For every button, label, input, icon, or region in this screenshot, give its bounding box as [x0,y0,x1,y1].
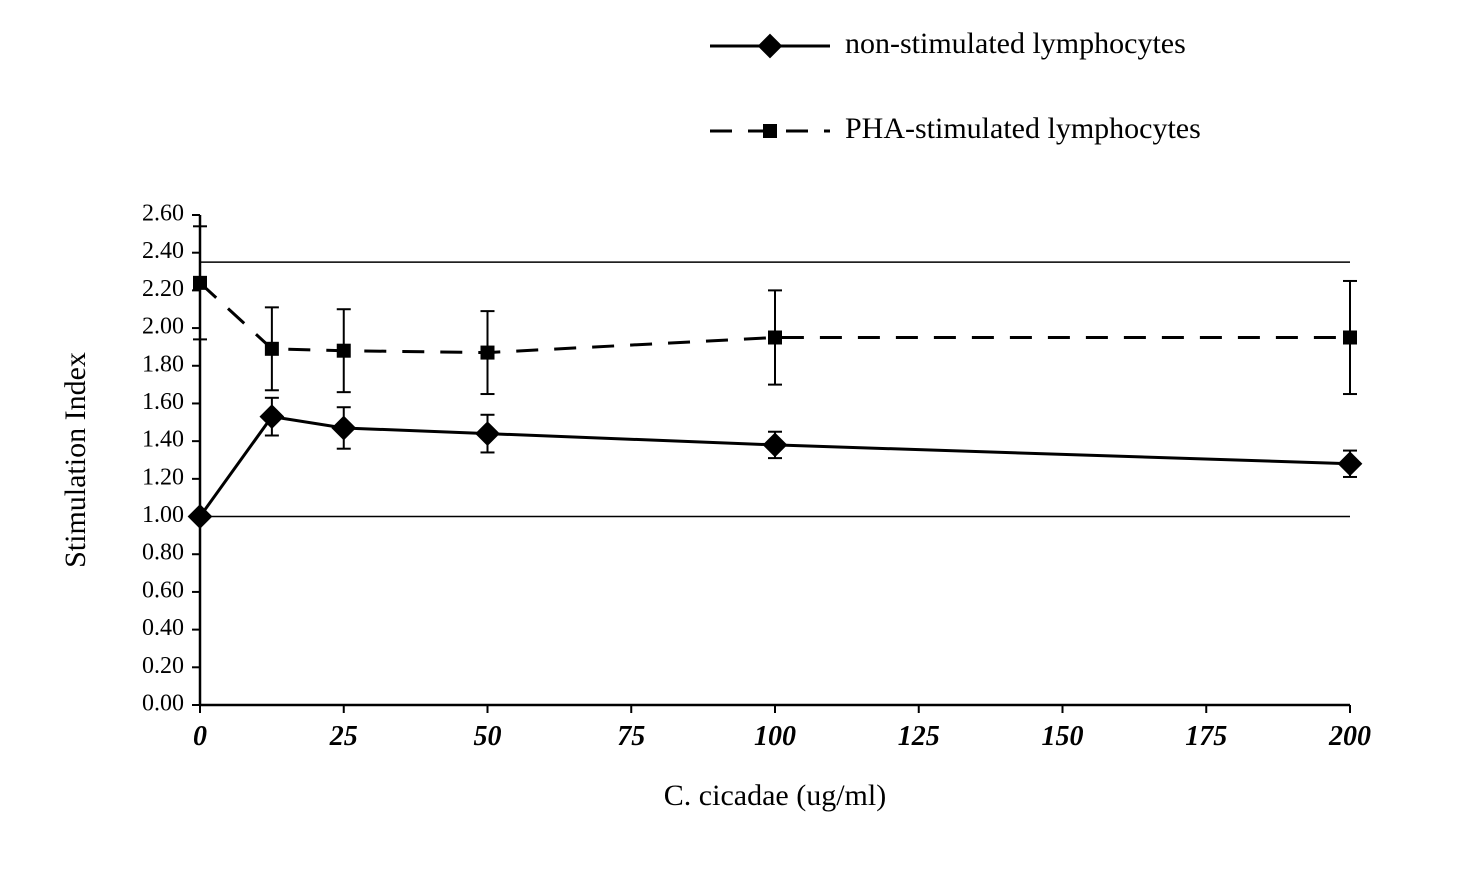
y-tick-label: 0.60 [142,577,184,603]
y-tick-label: 0.40 [142,615,184,641]
y-tick-label: 1.20 [142,464,184,490]
y-tick-label: 2.60 [142,201,184,227]
y-tick-label: 2.00 [142,314,184,340]
x-tick-label: 125 [898,721,940,752]
y-tick-label: 1.00 [142,502,184,528]
y-tick-label: 1.40 [142,427,184,453]
x-tick-label: 200 [1328,721,1371,752]
y-tick-label: 0.20 [142,653,184,679]
x-tick-label: 25 [329,721,358,752]
legend-label: PHA-stimulated lymphocytes [845,112,1201,145]
y-tick-label: 1.80 [142,351,184,377]
y-tick-label: 1.60 [142,389,184,415]
chart-container: 0.00 0.20 0.40 0.60 0.80 1.00 1.20 1.40 1.60 1.80… [0,0,1467,875]
x-tick-label: 75 [617,721,645,752]
y-tick-label: 0.00 [142,691,184,717]
x-tick-label: 100 [754,721,796,752]
y-tick-label: 0.80 [142,540,184,566]
x-tick-label: 175 [1185,721,1227,752]
x-axis-label: C. cicadae (ug/ml) [664,779,886,812]
y-axis-label: Stimulation Index [59,352,92,568]
y-tick-label: 2.20 [142,276,184,302]
x-tick-label: 150 [1042,721,1084,752]
y-tick-label: 2.40 [142,238,184,264]
legend-label: non-stimulated lymphocytes [845,27,1186,60]
x-tick-label: 50 [474,721,502,752]
x-tick-label: 0 [193,721,207,752]
